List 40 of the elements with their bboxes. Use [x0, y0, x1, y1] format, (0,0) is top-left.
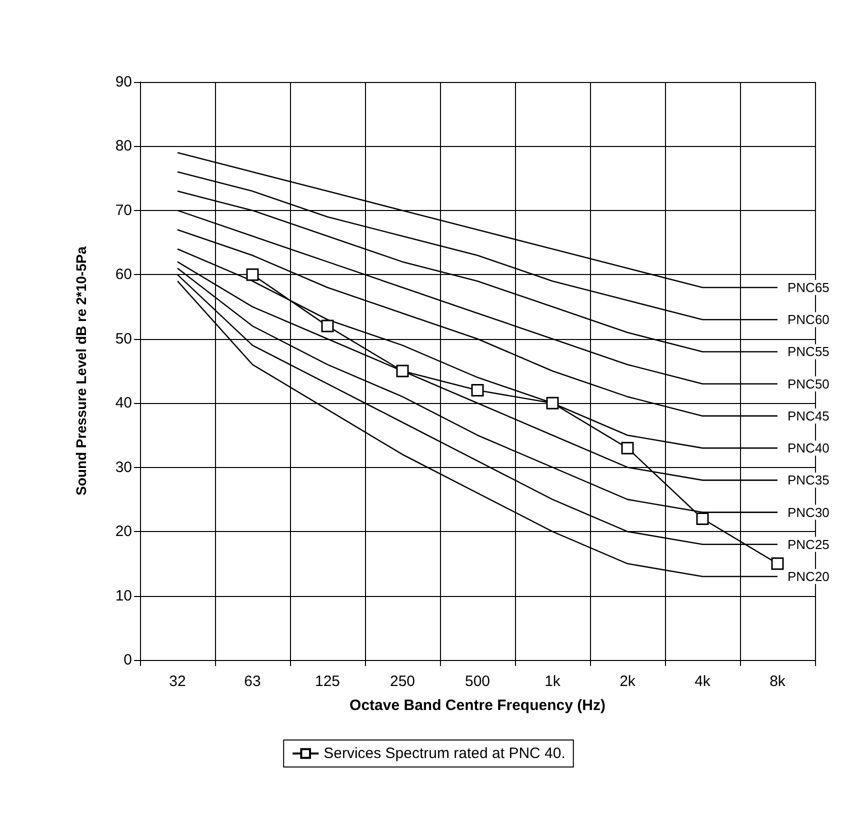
y-tick-label: 80 — [115, 138, 132, 155]
x-tick-label: 1k — [544, 673, 561, 690]
series-label: PNC60 — [788, 312, 830, 328]
x-tick-label: 32 — [169, 673, 186, 690]
series-label: PNC30 — [788, 504, 830, 520]
y-tick-label: 0 — [124, 652, 132, 668]
point — [321, 320, 334, 332]
y-tick-label: 40 — [115, 394, 132, 412]
point — [621, 442, 634, 454]
point — [696, 512, 709, 525]
point — [771, 557, 784, 570]
y-tick-label: 30 — [115, 458, 132, 476]
point — [471, 384, 484, 397]
series-label: PNC55 — [788, 344, 830, 360]
x-tick-label: 250 — [390, 673, 416, 690]
y-tick-label: 50 — [115, 330, 132, 348]
point — [546, 396, 559, 410]
x-tick-label: 2k — [620, 673, 636, 690]
x-tick-label: 500 — [464, 673, 490, 690]
x-tick-label: 63 — [244, 673, 261, 690]
x-tick-label: 8k — [770, 673, 786, 690]
point — [396, 364, 409, 378]
y-tick-label: 60 — [115, 266, 132, 284]
x-axis-title: Octave Band Centre Frequency (Hz) — [350, 697, 606, 714]
series-label: PNC25 — [788, 536, 830, 552]
series-label: PNC65 — [788, 280, 830, 296]
series-label: PNC40 — [788, 440, 830, 456]
series-label: PNC20 — [788, 569, 830, 584]
y-axis-title: Sound Pressure Level dB re 2*10-5Pa — [73, 246, 89, 496]
x-tick-label: 125 — [314, 673, 340, 690]
series-label: PNC45 — [788, 408, 830, 424]
x-tick-label: 4k — [694, 673, 711, 690]
legend-label: Services Spectrum rated at PNC 40. — [324, 745, 566, 762]
y-tick-label: 70 — [115, 202, 132, 219]
series-label: PNC50 — [788, 376, 830, 392]
y-tick-label: 90 — [115, 74, 132, 90]
point — [246, 268, 259, 281]
y-tick-label: 20 — [115, 523, 132, 540]
y-tick-label: 10 — [115, 587, 132, 604]
series-label: PNC35 — [788, 472, 830, 488]
